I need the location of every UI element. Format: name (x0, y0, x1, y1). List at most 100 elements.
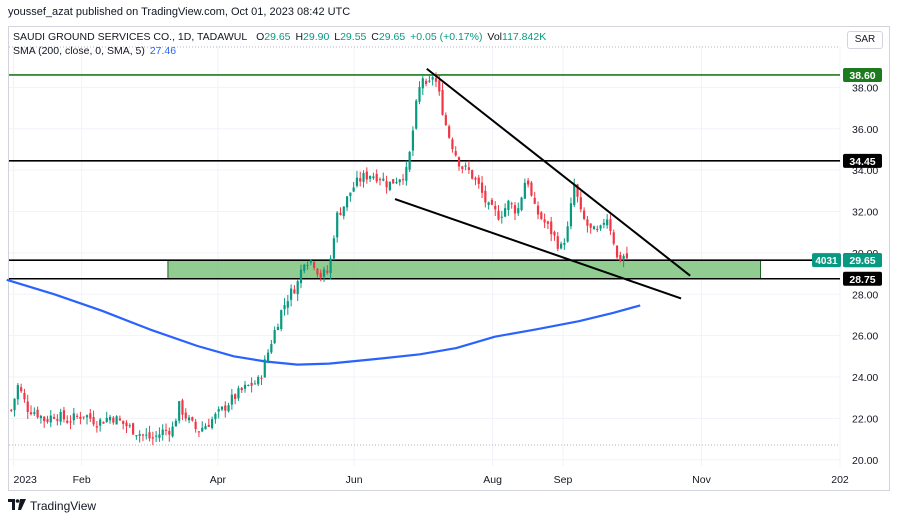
candle-body (599, 225, 602, 229)
candle-body (33, 412, 36, 414)
trendline[interactable] (394, 198, 682, 300)
candle-body (527, 180, 530, 185)
candle-body (484, 190, 487, 203)
candle-body (66, 420, 69, 423)
trendlines (394, 67, 691, 300)
trendline[interactable] (426, 67, 691, 277)
candle-body (480, 182, 484, 193)
candle-body (108, 416, 112, 421)
candle-body (441, 90, 444, 115)
candle-body (319, 272, 322, 278)
candle-body (625, 253, 629, 259)
support-zone-box[interactable] (167, 259, 762, 280)
candle-body (76, 415, 79, 417)
candle-body (181, 400, 184, 415)
candle-body (227, 405, 230, 412)
candle-body (596, 228, 599, 231)
tradingview-icon (8, 499, 26, 513)
candle-body (546, 221, 550, 224)
y-tick-label: 22.00 (852, 413, 878, 425)
candle-body (375, 173, 378, 182)
candle-body (382, 178, 385, 181)
candle-body (79, 416, 82, 419)
candle-body (148, 432, 151, 439)
candle-body (615, 245, 619, 258)
level-price-badge (843, 67, 882, 82)
support-zone (167, 259, 762, 280)
candle-body (487, 202, 490, 205)
candle-body (204, 426, 207, 430)
candle-body (606, 219, 609, 226)
level-price-label: 38.60 (849, 70, 875, 82)
candle-body (583, 210, 586, 219)
candle-body (309, 260, 312, 263)
candle-body (266, 352, 270, 362)
candle-body (619, 254, 622, 262)
candle-body (540, 212, 543, 219)
level-price-label: 28.75 (849, 274, 875, 286)
candle-body (210, 419, 214, 428)
candle-body (352, 187, 355, 192)
candle-body (296, 281, 299, 295)
candle-body (158, 434, 161, 438)
candle-body (576, 184, 579, 197)
candle-body (589, 223, 592, 228)
candle-body (322, 269, 326, 277)
candle-body (523, 182, 526, 199)
candle-body (20, 387, 23, 392)
candle-body (415, 100, 418, 129)
countdown-label: 4031 (815, 256, 838, 267)
candle-body (217, 409, 220, 412)
candle-body (62, 410, 66, 420)
candle-body (398, 179, 401, 183)
candle-body (520, 197, 523, 211)
candle-body (457, 157, 461, 167)
candle-body (250, 382, 253, 386)
legend-volume: 117.842K (502, 31, 547, 43)
candle-body (602, 222, 605, 225)
candle-body (237, 388, 240, 399)
candle-body (145, 434, 148, 436)
candle-body (293, 289, 296, 294)
candle-body (138, 434, 141, 436)
candle-body (504, 208, 507, 217)
candle-body (444, 115, 447, 125)
candle-body (299, 269, 303, 284)
candle-body (253, 383, 256, 385)
candle-body (89, 413, 92, 419)
candle-body (23, 392, 26, 400)
candle-body (362, 173, 365, 182)
currency-button[interactable]: SAR (847, 31, 883, 49)
candle-body (122, 420, 125, 424)
sma-value: 27.46 (149, 45, 177, 57)
candle-body (164, 429, 168, 431)
candle-body (553, 231, 556, 236)
candle-body (421, 78, 424, 89)
chart-frame[interactable] (8, 26, 890, 491)
tradingview-logo[interactable]: TradingView (8, 499, 96, 513)
candle-body (339, 212, 342, 215)
candle-body (43, 416, 46, 422)
candle-body (105, 417, 108, 422)
level-price-badge (843, 271, 882, 286)
candle-body (490, 199, 494, 205)
x-tick-label: Apr (210, 474, 227, 486)
x-tick-label: Aug (483, 474, 502, 486)
candle-body (257, 377, 260, 385)
candle-body (500, 216, 503, 218)
candle-body (290, 288, 293, 300)
sma-200-line[interactable] (6, 278, 641, 366)
candle-body (316, 268, 319, 275)
x-tick-label: 2023 (14, 474, 38, 486)
candle-body (342, 206, 345, 217)
candle-body (345, 196, 349, 208)
legend-sma[interactable]: SMA (200, close, 0, SMA, 5) 27.46 (13, 45, 178, 57)
legend-high: 29.90 (303, 31, 330, 43)
candle-body (39, 415, 43, 419)
current-price-label: 29.65 (849, 255, 875, 267)
candle-body (313, 262, 316, 268)
candle-body (263, 359, 266, 378)
candle-body (405, 167, 408, 181)
candle-body (99, 419, 102, 426)
